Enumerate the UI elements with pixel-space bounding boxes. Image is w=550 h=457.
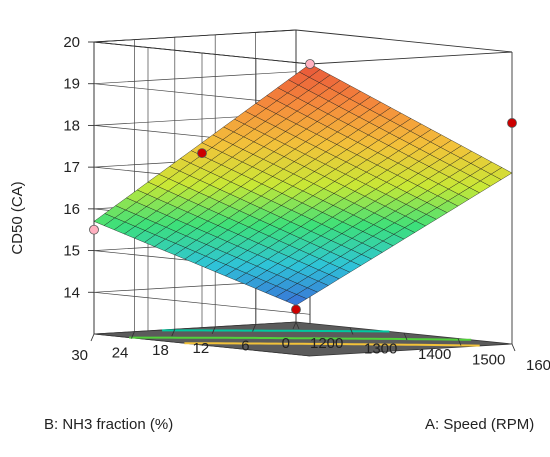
z-tick-label: 19 <box>63 76 80 93</box>
x-tick-label: 1400 <box>418 346 451 363</box>
z-tick-label: 18 <box>63 117 80 134</box>
x-axis-label: A: Speed (RPM) <box>425 416 534 433</box>
design-points <box>89 59 517 315</box>
y-axis-label: B: NH3 fraction (%) <box>44 416 173 433</box>
x-tick-label: 1200 <box>310 335 343 352</box>
box-edge <box>93 29 297 43</box>
x-tick-mark <box>403 332 408 341</box>
z-axis-label: CD50 (CA) <box>9 181 26 254</box>
y-tick-mark <box>90 333 95 342</box>
x-tick-mark <box>349 327 354 335</box>
y-tick-label: 18 <box>152 342 169 359</box>
design-point <box>507 118 517 128</box>
contour-line <box>129 336 472 341</box>
x-tick-label: 1500 <box>472 352 505 369</box>
contour-line <box>184 342 480 347</box>
design-point <box>305 59 315 69</box>
y-tick-label: 0 <box>282 335 290 352</box>
box-edge <box>93 41 311 65</box>
y-tick-mark <box>130 331 135 339</box>
y-tick-label: 30 <box>71 347 88 364</box>
box-edge <box>309 51 513 65</box>
design-point <box>89 224 99 235</box>
x-tick-label: 1300 <box>364 341 397 358</box>
z-tick-label: 15 <box>63 243 80 260</box>
x-tick-mark <box>457 338 462 346</box>
y-tick-mark <box>211 326 216 334</box>
floor-contours <box>129 329 480 347</box>
design-point <box>197 148 207 159</box>
surface-cell <box>490 167 513 180</box>
y-tick-label: 6 <box>241 337 249 354</box>
x-tick-mark <box>511 343 516 352</box>
y-tick-label: 24 <box>112 345 129 362</box>
y-tick-mark <box>292 321 297 330</box>
y-tick-mark <box>252 324 257 332</box>
y-tick-label: 12 <box>193 340 210 357</box>
z-tick-label: 14 <box>63 284 80 301</box>
box-edge <box>295 29 513 53</box>
z-tick-label: 16 <box>63 201 80 218</box>
y-tick-mark <box>171 329 176 337</box>
x-tick-mark <box>295 321 300 330</box>
y-axis-ticks: 0 6 12 18 24 30 <box>71 321 297 364</box>
response-surface <box>93 63 513 306</box>
contour-line <box>162 329 390 333</box>
z-axis-ticks: 14 15 16 17 18 19 20 <box>63 34 94 301</box>
z-tick-label: 20 <box>63 34 80 51</box>
z-tick-label: 17 <box>63 159 80 176</box>
design-point <box>291 304 301 315</box>
